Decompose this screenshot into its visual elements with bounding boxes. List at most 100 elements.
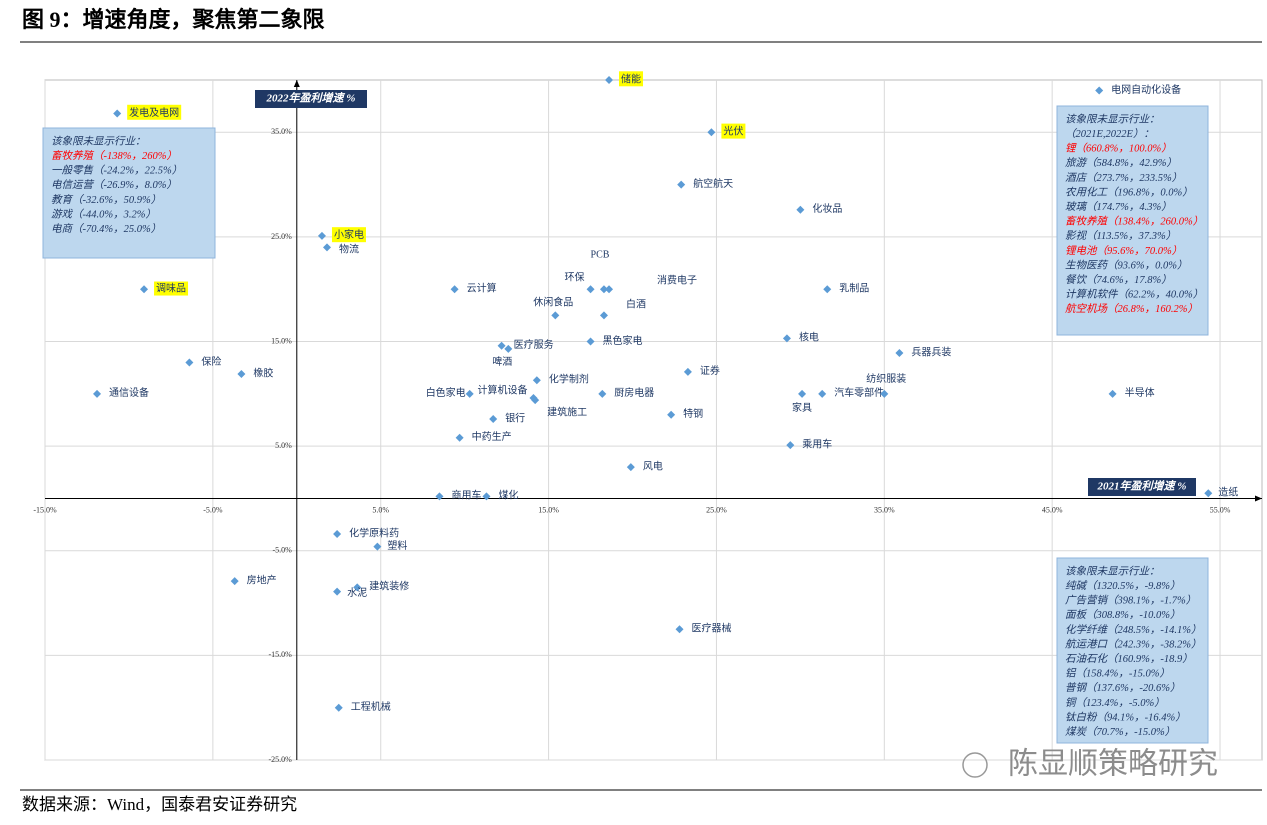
point-label: 中药生产: [472, 430, 512, 443]
point-label: 光伏: [723, 125, 743, 138]
label-highlight: [127, 104, 182, 120]
point: [482, 492, 491, 501]
annotation-line: 该象限未显示行业：: [1065, 113, 1160, 125]
annotation-line: 航空机场（26.8%，160.2%）: [1065, 303, 1198, 315]
point-label: 白色家电: [426, 386, 466, 399]
point: [707, 128, 716, 137]
point: [1095, 86, 1104, 95]
point: [435, 492, 444, 501]
annotation-box: [1056, 105, 1209, 336]
point-label: 发电及电网: [129, 106, 179, 119]
point: [675, 625, 684, 634]
point-label: 厨房电器: [614, 386, 654, 399]
annotation-line: 煤炭（70.7%，-15.0%）: [1065, 726, 1175, 738]
watermark-icon: [962, 752, 988, 778]
annotation-line: 化学纤维（248.5%，-14.1%）: [1065, 624, 1202, 636]
annotation-line: 广告营销（398.1%，-1.7%）: [1065, 595, 1196, 607]
point: [1108, 389, 1117, 398]
point: [798, 389, 807, 398]
point-label: 核电: [799, 331, 819, 344]
point-label: 化学制剂: [549, 373, 589, 386]
point: [455, 433, 464, 442]
annotation-box: [42, 127, 216, 259]
point-label: 电网自动化设备: [1111, 83, 1181, 96]
point-label: 半导体: [1125, 386, 1155, 399]
annotation-line: 石油石化（160.9%，-18.9）: [1065, 653, 1193, 665]
point: [333, 587, 342, 596]
annotation-line: 该象限未显示行业：: [1065, 565, 1160, 577]
point: [786, 441, 795, 450]
annotation-line: 电商（-70.4%，25.0%）: [51, 223, 161, 235]
point-label: 商用车: [451, 489, 481, 502]
point: [334, 703, 343, 712]
x-label-box: [1088, 478, 1196, 496]
point-label: 化妆品: [812, 202, 842, 215]
x-tick-label: 5.0%: [372, 505, 389, 514]
point: [599, 285, 608, 294]
point: [683, 367, 692, 376]
point: [895, 349, 904, 358]
annotation-line: 纯碱（1320.5%，-9.8%）: [1065, 580, 1181, 592]
point: [586, 337, 595, 346]
point: [373, 542, 382, 551]
point: [140, 285, 149, 294]
point: [489, 414, 498, 423]
annotation-line: 畜牧养殖（138.4%，260.0%）: [1065, 216, 1203, 228]
point-label: 白酒: [626, 298, 646, 311]
y-tick-label: -15.0%: [268, 650, 292, 659]
label-highlight: [331, 227, 366, 243]
point-label: 煤化: [498, 489, 518, 502]
point-label: PCB: [591, 250, 610, 261]
point: [782, 334, 791, 343]
y-tick-label: 35.0%: [271, 127, 292, 136]
x-tick-label: -5.0%: [203, 505, 223, 514]
point-label: 医疗器械: [692, 622, 732, 635]
point-label: 塑料: [387, 539, 407, 552]
point: [880, 389, 889, 398]
point-label: 水泥: [347, 586, 367, 599]
point-label: 通信设备: [109, 386, 149, 399]
point: [185, 358, 194, 367]
point-label: 储能: [621, 72, 641, 85]
point-label: 特钢: [683, 407, 703, 420]
annotation-box: [1056, 557, 1209, 744]
annotation-line: 一般零售（-24.2%，22.5%）: [51, 165, 182, 177]
point-label: 汽车零部件: [834, 386, 884, 399]
point-label: 化学原料药: [349, 526, 399, 539]
point-label: 计算机设备: [477, 383, 527, 396]
point-label: 银行: [505, 411, 525, 424]
point-label: 乳制品: [839, 282, 869, 295]
point: [599, 311, 608, 320]
point-label: 证券: [700, 364, 720, 377]
y-axis-label: 2022年盈利增速 %: [266, 92, 356, 105]
annotation-line: 铝（158.4%，-15.0%）: [1065, 668, 1170, 680]
point: [605, 76, 614, 84]
y-tick-label: -25.0%: [268, 755, 292, 764]
point: [598, 389, 607, 398]
point: [818, 389, 827, 398]
x-tick-label: 25.0%: [706, 505, 727, 514]
point: [237, 369, 246, 378]
point-label: 建筑施工: [547, 405, 587, 418]
x-tick-label: 15.0%: [538, 505, 559, 514]
x-tick-label: 45.0%: [1042, 505, 1063, 514]
annotation-line: 生物医药（93.6%，0.0%）: [1065, 259, 1188, 271]
point-label: 黑色家电: [603, 334, 643, 347]
point: [532, 376, 541, 385]
point-label: 橡胶: [253, 366, 273, 379]
point-label: 造纸: [1218, 486, 1238, 499]
annotation-line: 锂电池（95.6%，70.0%）: [1065, 245, 1182, 257]
chart-title: 图 9：增速角度，聚焦第二象限: [22, 7, 325, 32]
point: [531, 396, 540, 405]
point: [93, 389, 102, 398]
point: [605, 285, 614, 294]
annotation-line: 钛白粉（94.1%，-16.4%）: [1065, 711, 1186, 723]
y-tick-label: -5.0%: [272, 546, 292, 555]
point-label: 建筑装修: [369, 580, 409, 593]
x-tick-label: 55.0%: [1210, 505, 1231, 514]
annotation-line: 电信运营（-26.9%，8.0%）: [51, 179, 177, 191]
annotation-line: 锂（660.8%，100.0%）: [1065, 143, 1172, 155]
point: [333, 530, 342, 539]
point-label: 啤酒: [492, 356, 512, 368]
